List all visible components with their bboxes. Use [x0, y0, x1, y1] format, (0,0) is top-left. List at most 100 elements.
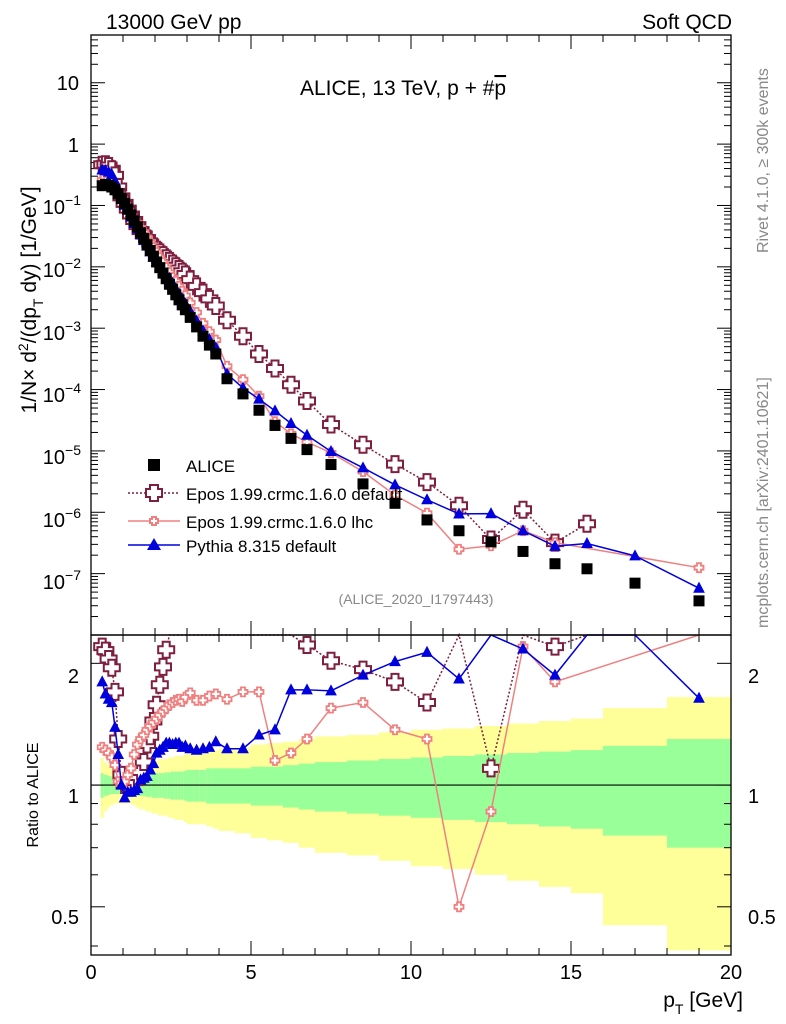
y-tick-label: 10−1: [43, 192, 81, 219]
ratio-point-pythia: [144, 763, 157, 775]
ratio-point-epos-lhc: [237, 686, 249, 698]
ratio-plot-frame: [90, 634, 732, 956]
band-inner-bin: [315, 762, 347, 812]
ratio-tick-labels: 0.5 1 2 0.5 1 2: [51, 666, 776, 929]
y-title-f: T: [30, 298, 46, 307]
point-epos-default: [418, 473, 436, 492]
ratio-point-epos-default: [386, 672, 404, 691]
x-tick-labels: 0 5 10 15 20: [85, 962, 742, 984]
x-tick-label: 0: [85, 962, 96, 984]
y-tick-labels: 10 1 10−1 10−2 10−3 10−4 10−5 10−6 10−7: [43, 73, 81, 594]
ratio-tick-label: 1: [68, 786, 79, 808]
y-tick-label: 10−6: [43, 505, 81, 532]
ratio-point-pythia: [253, 728, 265, 740]
ratio-point-pythia: [209, 735, 222, 747]
band-inner-bin: [299, 763, 315, 810]
ratio-point-pythia: [269, 723, 281, 735]
point-epos-default: [298, 392, 316, 411]
point-alice: [269, 419, 281, 431]
point-pythia: [357, 461, 369, 473]
band-inner-bin: [379, 758, 411, 816]
ratio-point-pythia: [105, 696, 118, 708]
y-tick-label: 10−5: [43, 442, 81, 469]
band-inner-bin: [507, 753, 539, 825]
point-epos-default: [386, 455, 404, 474]
x-tick-label: 20: [720, 962, 742, 984]
point-alice: [179, 304, 191, 316]
point-alice: [125, 209, 137, 221]
ratio-point-epos-default: [150, 675, 169, 694]
ratio-point-epos-lhc: [109, 759, 121, 771]
band-inner-bin: [219, 768, 235, 804]
ratio-point-epos-lhc: [389, 724, 401, 736]
ratio-point-epos-default: [109, 729, 128, 748]
legend-marker-epos-default: [145, 484, 163, 502]
ratio-point-epos-lhc: [549, 676, 561, 688]
y-tick-label: 10−2: [43, 255, 81, 282]
point-alice: [693, 595, 705, 607]
ratio-point-pythia: [115, 778, 128, 790]
point-alice: [135, 227, 147, 239]
point-pythia: [453, 507, 465, 519]
series-line-epos-lhc: [101, 176, 700, 569]
point-alice: [157, 267, 169, 279]
band-inner-bin: [199, 769, 207, 802]
plot-title: ALICE, 13 TeV, p + #p: [300, 77, 506, 100]
x-axis-title: pT [GeV]: [663, 989, 743, 1017]
point-pythia: [301, 428, 313, 440]
ratio-point-pythia: [693, 691, 705, 703]
point-alice: [160, 273, 172, 285]
ratio-line-epos-default: [101, 632, 588, 786]
band-inner-bin: [183, 770, 187, 801]
band-inner-bin: [267, 766, 283, 806]
ratio-point-epos-default: [482, 759, 500, 778]
ratio-point-epos-lhc: [253, 686, 265, 698]
y-title-c: d: [18, 351, 41, 369]
y-title-a: 1/N: [18, 381, 41, 414]
point-alice: [138, 232, 150, 244]
ratio-point-pythia: [285, 683, 297, 695]
point-epos-default: [514, 500, 532, 519]
ratio-tick-label: 0.5: [748, 907, 776, 929]
point-alice: [128, 215, 140, 227]
point-pythia: [549, 539, 561, 551]
ratio-point-epos-lhc: [485, 806, 497, 817]
x-tick-label: 10: [400, 962, 422, 984]
point-alice: [581, 563, 593, 575]
point-epos-default: [266, 359, 284, 378]
point-epos-default: [234, 327, 252, 346]
point-pythia: [517, 524, 529, 536]
ratio-point-pythia: [112, 748, 125, 760]
point-alice: [191, 321, 203, 333]
analysis-id: (ALICE_2020_I1797443): [339, 591, 494, 607]
point-alice: [184, 311, 196, 323]
point-alice: [237, 388, 249, 400]
header-right: Soft QCD: [642, 11, 732, 34]
point-pythia: [629, 549, 641, 561]
ratio-point-epos-lhc: [221, 693, 233, 705]
point-pythia: [389, 478, 401, 490]
point-alice: [131, 221, 143, 233]
ratio-point-pythia: [389, 655, 401, 667]
point-pythia: [269, 404, 281, 416]
x-tick-label: 15: [560, 962, 582, 984]
point-pythia: [285, 416, 297, 429]
band-inner-bin: [411, 757, 443, 818]
legend-label-alice: ALICE: [186, 457, 235, 476]
y-title-e: /(dp: [18, 307, 41, 343]
band-inner-bin: [443, 755, 475, 820]
ratio-point-epos-lhc: [421, 733, 433, 745]
ratio-point-epos-default: [154, 657, 172, 676]
ratio-tick-label: 2: [68, 666, 79, 688]
ratio-point-epos-lhc: [210, 688, 222, 700]
ratio-point-pythia: [203, 740, 216, 752]
ratio-point-pythia: [221, 742, 233, 754]
point-alice: [629, 577, 641, 589]
point-alice: [301, 444, 313, 456]
point-alice: [151, 256, 163, 268]
legend-label-epos-default: Epos 1.99.crmc.1.6.0 default: [186, 485, 403, 504]
ratio-point-pythia: [325, 684, 337, 696]
y-tick-label: 1: [68, 135, 79, 157]
point-alice: [549, 558, 561, 570]
legend: ALICE Epos 1.99.crmc.1.6.0 default Epos …: [128, 457, 403, 556]
